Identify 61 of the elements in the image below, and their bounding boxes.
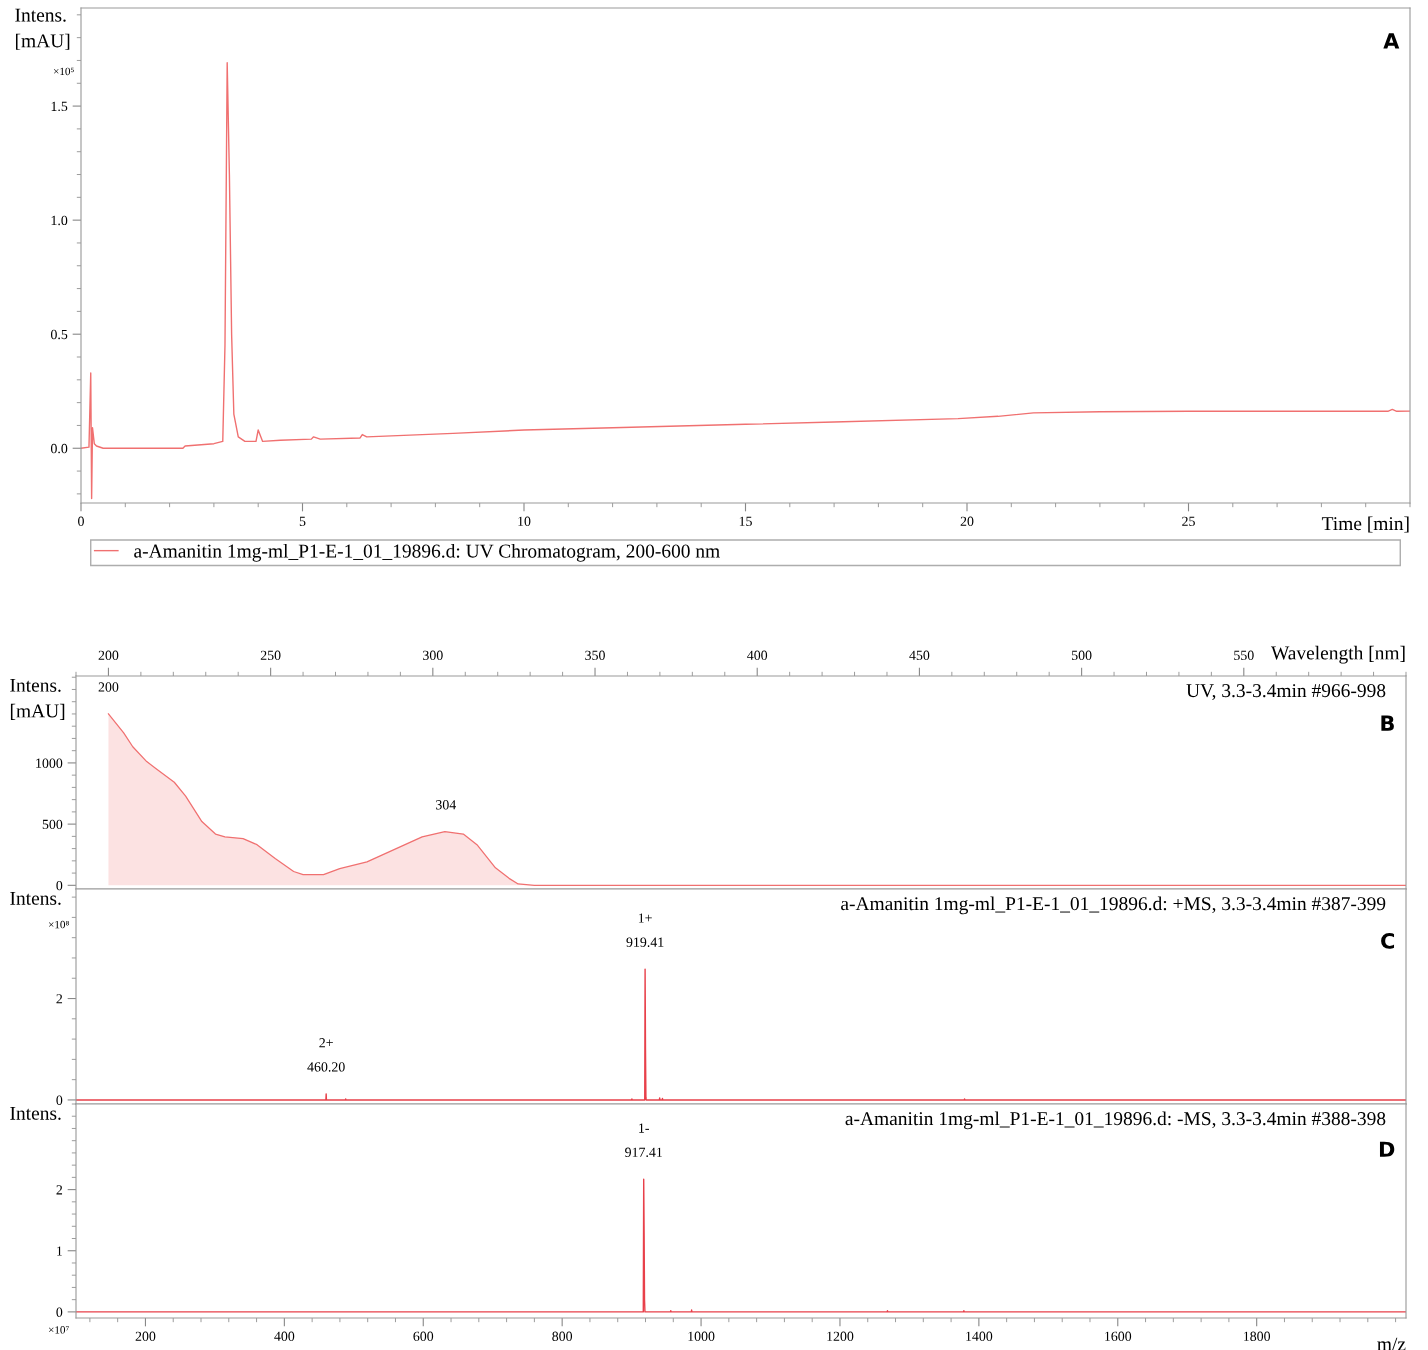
annotation: 1+ 919.41 xyxy=(626,913,664,947)
y-tick-label: 0 xyxy=(56,1307,63,1317)
y-tick-label: 2 xyxy=(56,1185,63,1195)
x-tick-label: 0 xyxy=(78,516,84,526)
x-tick-label: 500 xyxy=(1072,650,1092,660)
x-axis-title: Wavelength [nm] xyxy=(1270,645,1405,664)
x-tick-label: 250 xyxy=(260,650,281,660)
x-tick-label: 300 xyxy=(423,650,443,660)
line-series xyxy=(76,1178,1406,1313)
chart-title: a-Amanitin 1mg-ml_P1-E-1_01_19896.d: -MS, 3.3-3.4min #388-398 xyxy=(845,1111,1386,1130)
annotation: B xyxy=(1381,715,1394,731)
x-tick-label: 600 xyxy=(413,1331,434,1341)
x-tick-label: 20 xyxy=(960,516,974,526)
annotation: 304 xyxy=(436,800,456,810)
text: ×10⁸ xyxy=(48,920,69,929)
y-tick-label: 0.0 xyxy=(50,443,68,454)
chart-title: UV, 3.3-3.4min #966-998 xyxy=(1186,684,1386,700)
y-tick-label: 0.5 xyxy=(50,329,68,340)
x-axis-title: m/z xyxy=(1377,1337,1406,1350)
y-tick-label: 1.5 xyxy=(51,101,68,112)
x-tick-label: 1800 xyxy=(1244,1331,1271,1341)
y-axis-title: Intens. xyxy=(10,1106,61,1120)
x-tick-label: 1400 xyxy=(966,1331,993,1341)
annotation: 2+ 460.20 xyxy=(307,1038,345,1072)
annotation: D xyxy=(1379,1141,1395,1157)
y-axis-title: Intens. [mAU] xyxy=(15,8,70,50)
y-tick-label: 2 xyxy=(56,994,63,1004)
x-tick-label: 10 xyxy=(518,516,531,526)
x-tick-label: 200 xyxy=(135,1331,156,1341)
x-tick-label: 800 xyxy=(552,1331,573,1341)
x-axis-title: Time [min] xyxy=(1321,516,1409,533)
y-tick-label: 0 xyxy=(56,880,63,891)
y-tick-label: 1000 xyxy=(36,758,63,768)
legend-label: a-Amanitin 1mg-ml_P1-E-1_01_19896.d: UV Chromatogram, 200-600 nm xyxy=(134,543,720,562)
y-axis-title: Intens. [mAU] xyxy=(10,678,65,720)
x-tick-label: 1200 xyxy=(827,1331,854,1341)
line-series xyxy=(81,62,1410,500)
y-tick-label: 0 xyxy=(56,1095,63,1105)
x-tick-label: 400 xyxy=(274,1331,295,1341)
y-tick-label: 1.0 xyxy=(51,215,68,226)
y-tick-label: 500 xyxy=(42,819,63,830)
y-axis-title: Intens. xyxy=(10,891,61,905)
text: ×10⁵ xyxy=(53,67,74,76)
x-tick-label: 25 xyxy=(1182,516,1195,526)
x-tick-label: 1600 xyxy=(1105,1331,1132,1341)
x-tick-label: 550 xyxy=(1234,650,1254,660)
y-tick-label: 1 xyxy=(57,1246,62,1256)
annotation: C xyxy=(1381,933,1395,949)
x-tick-label: 350 xyxy=(585,650,605,660)
line-series xyxy=(76,968,1406,1101)
annotation: A xyxy=(1383,33,1400,49)
x-tick-label: 15 xyxy=(739,516,752,526)
chart-title: a-Amanitin 1mg-ml_P1-E-1_01_19896.d: +MS, 3.3-3.4min #387-399 xyxy=(841,896,1386,915)
annotation: 200 xyxy=(98,682,119,692)
x-tick-label: 1000 xyxy=(688,1331,715,1341)
x-tick-label: 400 xyxy=(747,650,768,660)
x-tick-label: 200 xyxy=(98,650,119,660)
text: ×10⁷ xyxy=(48,1326,69,1334)
x-tick-label: 5 xyxy=(299,516,306,526)
annotation: 1- 917.41 xyxy=(625,1123,662,1157)
x-tick-label: 450 xyxy=(909,650,930,660)
